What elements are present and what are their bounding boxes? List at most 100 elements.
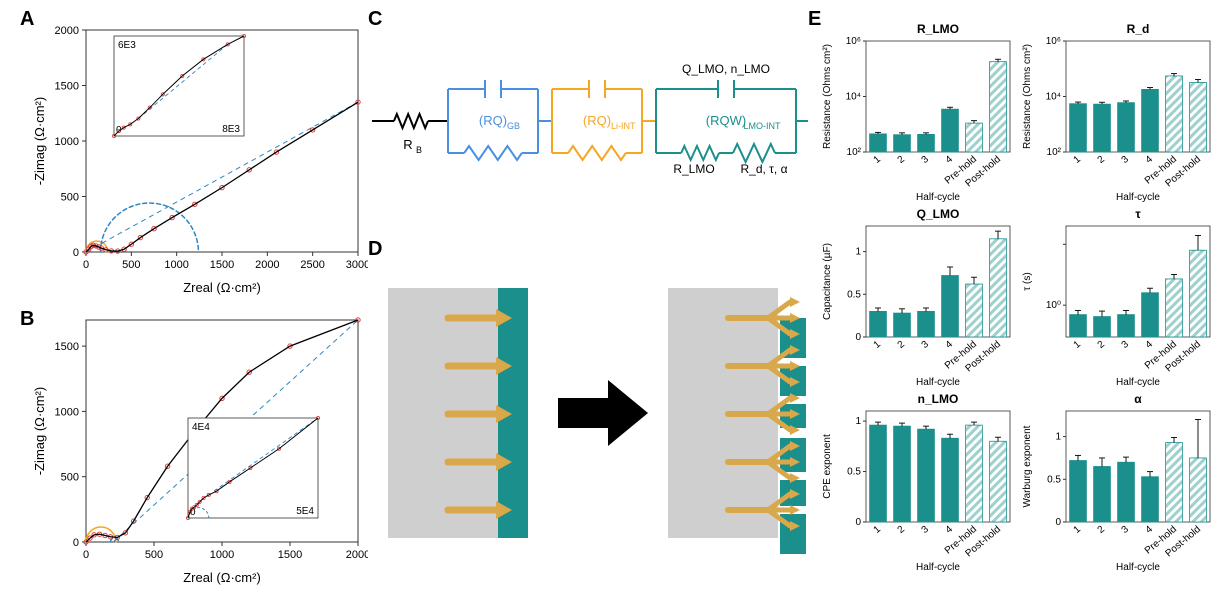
svg-text:B: B [416,145,422,155]
svg-text:2: 2 [896,339,908,351]
svg-text:1500: 1500 [55,81,79,93]
svg-text:500: 500 [61,192,79,204]
svg-text:10²: 10² [847,147,862,158]
svg-text:Half-cycle: Half-cycle [916,377,960,388]
svg-text:10⁰: 10⁰ [1046,300,1061,311]
svg-text:4: 4 [1144,524,1156,536]
svg-text:(RQ): (RQ) [583,113,611,128]
svg-text:500: 500 [61,472,79,484]
svg-text:n_LMO: n_LMO [918,392,959,406]
svg-text:Li-INT: Li-INT [611,121,636,131]
figure-root: A B C D E 050010001500200025003000050010… [8,8,1216,583]
svg-text:500: 500 [145,549,163,561]
svg-text:1: 1 [872,524,884,536]
nyquist-plot-b: 0 500 1000 1500 2000 0 500 1000 1500 Zreal (Ω·cm²… [28,308,368,588]
svg-text:3: 3 [1120,154,1132,166]
svg-text:0: 0 [73,247,79,259]
svg-text:4: 4 [944,524,956,536]
svg-text:τ: τ [1135,207,1141,221]
svg-text:2000: 2000 [346,549,368,561]
svg-text:0: 0 [1055,517,1061,528]
svg-text:-Zimag (Ω·cm²): -Zimag (Ω·cm²) [32,387,47,475]
svg-text:1500: 1500 [278,549,302,561]
svg-text:(RQ): (RQ) [479,113,507,128]
svg-text:2: 2 [1096,524,1108,536]
svg-text:2: 2 [896,524,908,536]
nyquist-plot-a: 0500100015002000250030000500100015002000… [28,18,368,298]
svg-text:0: 0 [855,332,861,343]
svg-text:R_LMO: R_LMO [917,22,959,36]
svg-text:0.5: 0.5 [1047,474,1061,485]
svg-text:10⁶: 10⁶ [1046,36,1061,47]
svg-text:R_LMO: R_LMO [673,162,714,176]
svg-text:LMO-INT: LMO-INT [744,121,782,131]
svg-text:α: α [1134,392,1142,406]
svg-text:Half-cycle: Half-cycle [1116,562,1160,573]
svg-text:Zreal (Ω·cm²): Zreal (Ω·cm²) [183,280,261,295]
svg-text:Capacitance (µF): Capacitance (µF) [822,243,833,320]
svg-text:10⁴: 10⁴ [846,92,861,103]
svg-text:1000: 1000 [164,259,188,271]
svg-text:1: 1 [1072,524,1084,536]
svg-text:Zreal (Ω·cm²): Zreal (Ω·cm²) [183,570,261,585]
svg-text:3: 3 [920,339,932,351]
svg-text:1: 1 [872,154,884,166]
svg-text:Resistance (Ohms cm²): Resistance (Ohms cm²) [822,44,833,149]
svg-text:1: 1 [1072,339,1084,351]
svg-text:2: 2 [1096,154,1108,166]
svg-text:(RQW): (RQW) [706,113,746,128]
svg-text:5E4: 5E4 [296,506,314,517]
svg-text:Half-cycle: Half-cycle [916,192,960,203]
svg-text:8E3: 8E3 [222,124,240,135]
svg-text:1500: 1500 [55,341,79,353]
svg-text:2000: 2000 [255,259,279,271]
svg-text:3: 3 [920,154,932,166]
svg-text:4: 4 [1144,339,1156,351]
svg-text:0: 0 [855,517,861,528]
svg-text:3: 3 [1120,339,1132,351]
svg-text:0.5: 0.5 [847,467,861,478]
svg-text:10⁴: 10⁴ [1046,92,1061,103]
svg-text:CPE exponent: CPE exponent [822,434,833,499]
svg-text:1000: 1000 [55,406,79,418]
svg-text:Half-cycle: Half-cycle [916,562,960,573]
svg-text:R: R [403,137,412,152]
svg-text:2500: 2500 [300,259,324,271]
svg-text:R_d: R_d [1127,22,1150,36]
svg-text:4: 4 [944,339,956,351]
svg-text:3: 3 [1120,524,1132,536]
svg-text:4E4: 4E4 [192,422,210,433]
svg-text:1000: 1000 [210,549,234,561]
svg-text:4: 4 [944,154,956,166]
svg-text:1: 1 [1055,432,1061,443]
svg-text:0: 0 [83,549,89,561]
svg-text:2: 2 [896,154,908,166]
svg-text:1: 1 [1072,154,1084,166]
svg-text:Q_LMO, n_LMO: Q_LMO, n_LMO [682,62,770,76]
svg-text:Half-cycle: Half-cycle [1116,192,1160,203]
svg-text:2: 2 [1096,339,1108,351]
svg-text:1: 1 [872,339,884,351]
schematic-d [368,258,808,568]
svg-text:1500: 1500 [210,259,234,271]
svg-text:Resistance (Ohms cm²): Resistance (Ohms cm²) [1022,44,1033,149]
svg-text:1: 1 [855,416,861,427]
equiv-circuit: RB(RQ)GB(RQ)Li-INT(RQW)LMO-INTQ_LMO, n_L… [368,26,808,186]
svg-text:2000: 2000 [55,25,79,37]
svg-text:0: 0 [73,537,79,549]
svg-text:τ (s): τ (s) [1022,272,1033,290]
bar-grid-e: R_LMO10²10⁴10⁶Resistance (Ohms cm²)1234P… [816,13,1216,583]
svg-text:1000: 1000 [55,136,79,148]
svg-text:R_d, τ, α: R_d, τ, α [740,162,787,176]
svg-text:Q_LMO: Q_LMO [917,207,960,221]
svg-text:6E3: 6E3 [118,40,136,51]
svg-text:Half-cycle: Half-cycle [1116,377,1160,388]
svg-text:-Zimag (Ω·cm²): -Zimag (Ω·cm²) [32,97,47,185]
svg-text:0.5: 0.5 [847,289,861,300]
svg-text:10²: 10² [1047,147,1062,158]
svg-text:500: 500 [122,259,140,271]
svg-text:1: 1 [855,247,861,258]
svg-text:3: 3 [920,524,932,536]
svg-text:10⁶: 10⁶ [846,36,861,47]
svg-text:4: 4 [1144,154,1156,166]
